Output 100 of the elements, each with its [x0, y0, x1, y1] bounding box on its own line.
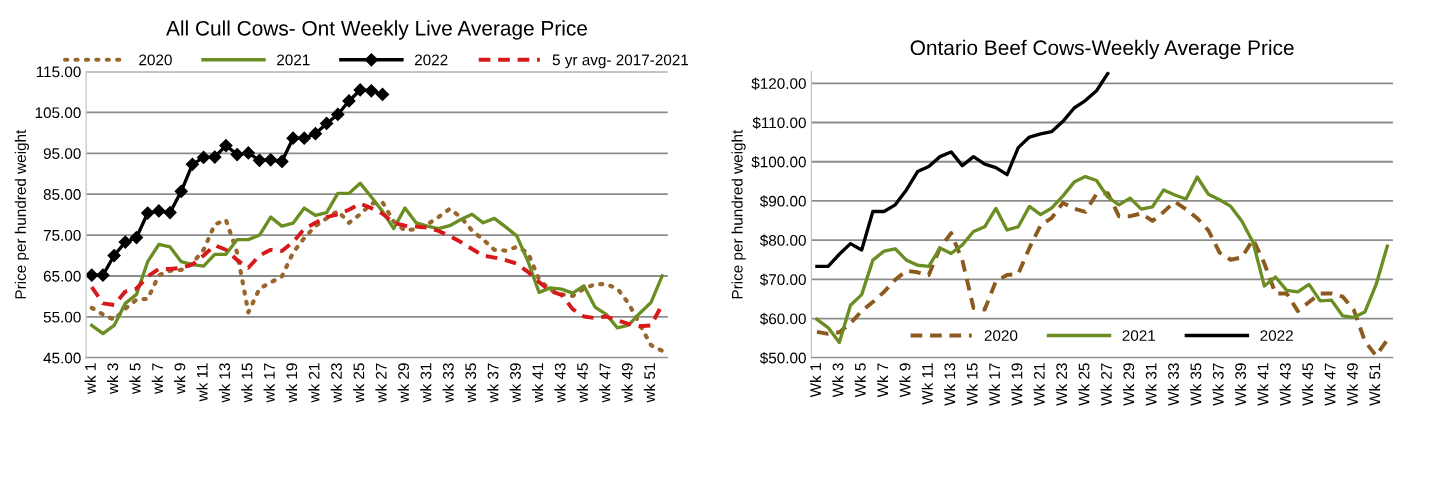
x-tick-label: wk 39 [509, 363, 521, 403]
point [230, 147, 244, 162]
legend-label: 5 yr avg- 2017-2021 [552, 54, 689, 69]
y-tick-label: $50.00 [759, 351, 806, 365]
x-tick-label: wk 49 [621, 363, 633, 403]
point [320, 116, 334, 131]
y-tick-label: 95.00 [43, 148, 81, 160]
x-tick-label: wk 41 [532, 363, 544, 403]
x-tick-label: wk 7 [151, 363, 163, 395]
x-tick-label: Wk 39 [1234, 363, 1247, 406]
x-tick-label: wk 27 [375, 363, 387, 403]
point [107, 248, 121, 263]
y-tick-label: $120.00 [751, 77, 806, 90]
line-series [815, 174, 1389, 345]
y-tick-label: 65.00 [43, 270, 81, 282]
x-tick-label: Wk 1 [809, 363, 821, 398]
point [364, 84, 378, 98]
x-tick-label: Wk 35 [1190, 363, 1202, 406]
x-tick-label: wk 19 [285, 363, 298, 403]
point [208, 150, 222, 164]
x-tick-label: wk 35 [464, 363, 477, 403]
x-tick-label: Wk 27 [1100, 363, 1112, 406]
point [141, 206, 155, 220]
x-tick-label: Wk 5 [854, 363, 866, 398]
chart-title: All Cull Cows- Ont Weekly Live Average Price [166, 20, 587, 40]
point [375, 87, 390, 102]
y-tick-label: $80.00 [759, 234, 806, 247]
x-tick-label: wk 13 [218, 363, 231, 403]
point [353, 83, 367, 97]
legend-label: 2021 [1122, 330, 1156, 341]
point [241, 146, 255, 160]
point [96, 268, 110, 282]
point [342, 94, 356, 108]
x-tick-label: wk 23 [330, 363, 342, 403]
x-tick-label: wk 15 [241, 363, 253, 403]
x-tick-label: Wk 25 [1078, 363, 1090, 406]
legend-label: 2022 [414, 54, 448, 66]
point [86, 268, 99, 282]
legend-label: 2020 [139, 54, 172, 66]
x-tick-label: Wk 51 [1369, 363, 1381, 406]
x-tick-label: wk 9 [174, 363, 186, 395]
point [219, 138, 233, 153]
y-tick-label: 75.00 [43, 229, 81, 241]
x-tick-label: Wk 37 [1212, 363, 1224, 406]
point [297, 131, 311, 145]
line-series [815, 71, 1110, 269]
x-tick-label: Wk 47 [1324, 363, 1336, 406]
x-tick-label: wk 17 [263, 363, 275, 403]
point [252, 153, 267, 167]
y-tick-label: $90.00 [759, 195, 806, 208]
point [264, 153, 278, 167]
point [275, 154, 289, 169]
point [331, 107, 345, 122]
x-tick-label: Wk 3 [832, 363, 844, 398]
y-tick-label: 85.00 [43, 189, 81, 200]
x-tick-label: Wk 15 [966, 363, 978, 406]
x-tick-label: Wk 41 [1257, 363, 1269, 406]
x-tick-label: Wk 23 [1055, 363, 1068, 406]
x-tick-label: wk 45 [576, 363, 588, 403]
point [308, 127, 323, 141]
x-tick-label: wk 47 [599, 363, 611, 403]
x-tick-label: Wk 29 [1122, 363, 1135, 406]
line-series [90, 181, 664, 336]
point [197, 150, 211, 164]
point [118, 235, 132, 249]
y-tick-label: 55.00 [43, 311, 81, 323]
point [185, 157, 199, 171]
x-tick-label: wk 51 [643, 363, 656, 403]
x-tick-label: Wk 49 [1346, 363, 1358, 406]
point [174, 184, 188, 198]
y-axis-title: Price per hundred weight [14, 129, 30, 299]
x-tick-label: Wk 13 [944, 363, 956, 406]
x-tick-label: Wk 17 [988, 363, 1000, 406]
y-tick-label: $100.00 [751, 155, 806, 169]
point [129, 230, 144, 245]
x-tick-label: Wk 7 [876, 363, 888, 398]
x-tick-label: wk 25 [353, 363, 365, 403]
point [163, 206, 177, 220]
line-series [89, 200, 665, 353]
y-tick-label: $110.00 [752, 116, 806, 130]
x-tick-label: wk 43 [554, 363, 566, 403]
x-tick-label: wk 29 [397, 363, 410, 403]
x-tick-label: wk 31 [420, 363, 432, 403]
x-tick-label: Wk 33 [1167, 363, 1179, 406]
x-tick-label: wk 5 [129, 363, 141, 395]
x-tick-label: wk 33 [442, 363, 454, 403]
y-tick-label: 115.00 [36, 66, 81, 78]
legend-label: 2020 [984, 330, 1018, 341]
legend-label: 2021 [277, 54, 310, 66]
y-tick-label: 45.00 [43, 352, 81, 364]
x-tick-label: wk 3 [107, 363, 119, 395]
x-tick-label: wk 37 [487, 363, 499, 403]
y-axis-title: Price per hundred weight [731, 129, 746, 299]
y-tick-label: $60.00 [759, 312, 806, 326]
x-tick-label: Wk 31 [1145, 363, 1157, 406]
x-tick-label: Wk 11 [921, 363, 933, 405]
legend-label: 2022 [1260, 330, 1293, 341]
x-tick-label: Wk 19 [1011, 363, 1023, 406]
y-tick-label: 105.00 [35, 107, 81, 119]
x-tick-label: Wk 9 [899, 363, 911, 398]
